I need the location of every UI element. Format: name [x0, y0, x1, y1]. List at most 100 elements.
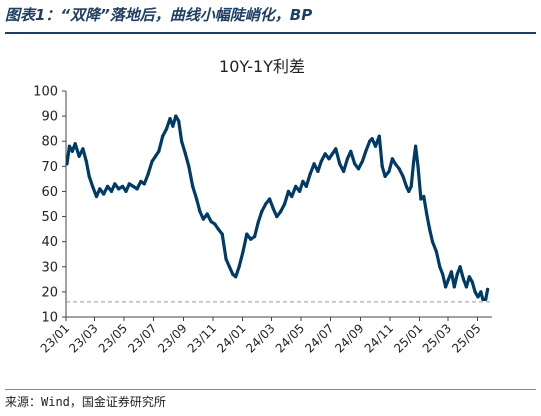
data-point	[260, 209, 264, 214]
data-point	[390, 157, 394, 161]
data-point	[227, 265, 231, 269]
data-point	[446, 277, 451, 281]
data-point	[412, 159, 416, 163]
source-divider	[5, 389, 536, 390]
y-tick-label: 20	[41, 285, 58, 300]
data-point	[353, 162, 357, 166]
data-point	[271, 207, 275, 211]
data-point	[135, 187, 139, 191]
data-point	[319, 159, 323, 163]
data-point	[409, 184, 413, 188]
data-point	[444, 285, 448, 289]
data-point	[165, 127, 169, 131]
data-point	[205, 212, 209, 216]
data-point	[298, 189, 302, 193]
data-point	[464, 285, 468, 289]
data-point	[356, 167, 361, 171]
data-point	[414, 144, 418, 148]
y-tick-label: 40	[41, 235, 58, 250]
data-point	[304, 184, 308, 188]
chart-title: 10Y-1Y利差	[219, 57, 305, 76]
x-tick-label: 23/07	[125, 321, 159, 355]
data-point	[183, 152, 187, 156]
data-point	[416, 164, 420, 168]
data-point	[438, 265, 442, 269]
data-point	[393, 162, 397, 166]
data-point	[249, 237, 253, 241]
data-point	[174, 114, 178, 118]
y-tick-label: 10	[41, 311, 58, 326]
data-point	[131, 184, 135, 188]
data-point	[422, 194, 426, 199]
title-divider	[5, 32, 536, 34]
x-tick-label: 24/07	[302, 321, 336, 355]
y-tick-label: 30	[41, 260, 58, 275]
data-point	[91, 184, 95, 188]
data-point	[387, 169, 391, 173]
line-chart: 10Y-1Y利差 10 20 30 40 50 60 70 80 90 100 23/0123/03…	[33, 57, 492, 356]
data-point	[127, 182, 131, 186]
y-tick-label: 60	[41, 185, 58, 200]
data-point	[377, 134, 381, 138]
data-point	[486, 287, 490, 291]
x-tick-label: 24/05	[273, 321, 307, 355]
figure-title: 图表1：“双降”落地后，曲线小幅陡峭化，BP	[5, 6, 313, 24]
data-point	[458, 265, 462, 269]
data-point	[177, 119, 181, 123]
data-point	[106, 184, 110, 188]
data-point	[153, 154, 158, 158]
data-point	[373, 144, 378, 148]
data-point	[234, 275, 238, 279]
data-point	[441, 272, 445, 276]
data-point	[473, 290, 477, 294]
data-point	[168, 117, 172, 121]
data-point	[407, 189, 411, 193]
data-point	[419, 197, 423, 201]
data-point	[171, 124, 175, 128]
data-point	[256, 220, 260, 224]
data-point	[198, 209, 202, 214]
data-point	[316, 169, 320, 173]
x-tick-label: 24/09	[332, 321, 366, 355]
y-tick-label: 80	[41, 135, 58, 150]
data-point	[397, 167, 401, 171]
data-point	[201, 217, 205, 221]
data-point	[380, 164, 384, 168]
data-point	[327, 157, 331, 161]
data-point	[370, 137, 374, 141]
series-line	[65, 114, 490, 301]
data-point	[461, 277, 466, 281]
data-point	[191, 184, 195, 188]
data-point	[253, 235, 257, 239]
source-note: 来源：Wind，国金证券研究所	[5, 395, 166, 409]
data-point	[334, 147, 338, 151]
x-tick-label: 23/01	[38, 321, 72, 355]
x-tick-label: 23/03	[66, 321, 100, 355]
data-point	[237, 265, 241, 269]
data-point	[428, 227, 432, 231]
data-point	[231, 272, 235, 276]
plot-area	[65, 114, 492, 303]
data-point	[430, 240, 435, 244]
data-point	[113, 182, 117, 186]
x-tick-label: 24/11	[362, 321, 396, 355]
y-tick-label: 70	[41, 160, 58, 175]
data-point	[241, 250, 245, 254]
data-point	[87, 174, 91, 178]
data-point	[342, 169, 346, 173]
data-point	[434, 250, 438, 254]
data-point	[139, 179, 143, 183]
data-point	[73, 142, 77, 146]
data-point	[467, 275, 471, 279]
data-point	[383, 174, 387, 178]
data-point	[70, 149, 74, 153]
data-point	[102, 192, 106, 196]
x-tick-label: 24/01	[214, 321, 248, 355]
x-tick-label: 24/03	[243, 321, 277, 355]
y-tick-label: 100	[33, 85, 58, 100]
data-point	[312, 162, 316, 166]
data-point	[290, 194, 294, 199]
data-point	[94, 194, 99, 199]
data-point	[338, 162, 342, 166]
data-point	[308, 172, 312, 176]
